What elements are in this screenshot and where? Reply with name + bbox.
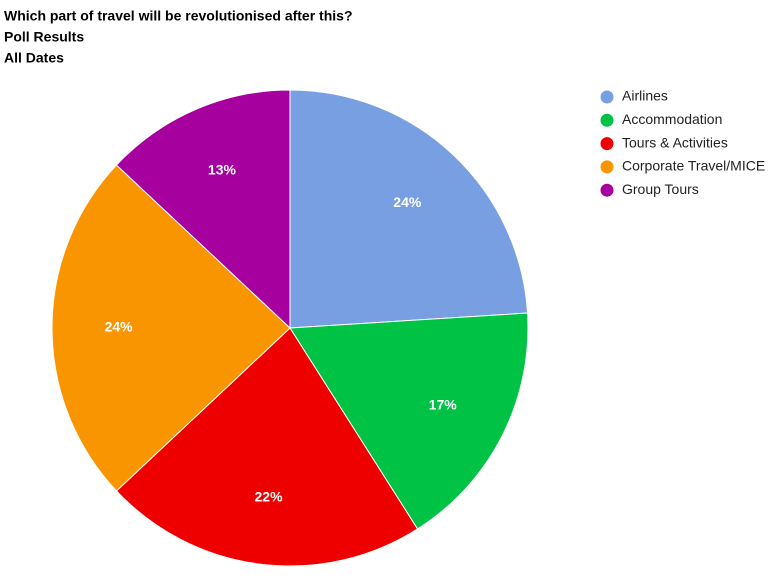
pie-slice bbox=[289, 89, 529, 329]
legend-label: Corporate Travel/MICE bbox=[622, 158, 765, 174]
legend-label: Accommodation bbox=[622, 111, 722, 127]
legend-swatch bbox=[600, 137, 614, 151]
legend-swatch bbox=[600, 90, 614, 104]
legend-swatch bbox=[600, 113, 614, 127]
legend-label: Group Tours bbox=[622, 181, 699, 197]
legend-label: Tours & Activities bbox=[622, 134, 728, 150]
chart-subtitle: All Dates bbox=[4, 50, 64, 66]
data-label: 17% bbox=[429, 396, 458, 412]
legend-swatch bbox=[600, 183, 614, 197]
legend-label: Airlines bbox=[622, 88, 668, 104]
pie-slice bbox=[51, 164, 291, 492]
legend-swatch bbox=[600, 160, 614, 174]
pie-slice bbox=[115, 89, 291, 330]
data-label: 24% bbox=[105, 319, 134, 335]
pie-slice bbox=[115, 327, 419, 567]
data-label: 13% bbox=[208, 161, 237, 177]
pie-slice bbox=[289, 312, 529, 530]
data-label: 22% bbox=[255, 489, 284, 505]
data-label: 24% bbox=[393, 194, 422, 210]
chart-subtitle: Poll Results bbox=[4, 29, 84, 45]
chart-title: Which part of travel will be revolutioni… bbox=[4, 8, 353, 24]
